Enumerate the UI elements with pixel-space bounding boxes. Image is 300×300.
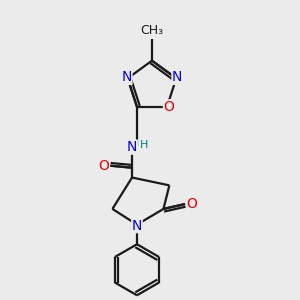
Text: N: N [132, 219, 142, 232]
Text: H: H [140, 140, 148, 150]
Text: N: N [122, 70, 132, 84]
Text: O: O [164, 100, 174, 114]
Text: O: O [98, 159, 109, 173]
Text: N: N [127, 140, 137, 154]
Text: CH₃: CH₃ [140, 24, 164, 37]
Text: N: N [172, 70, 182, 84]
Text: O: O [187, 197, 197, 211]
